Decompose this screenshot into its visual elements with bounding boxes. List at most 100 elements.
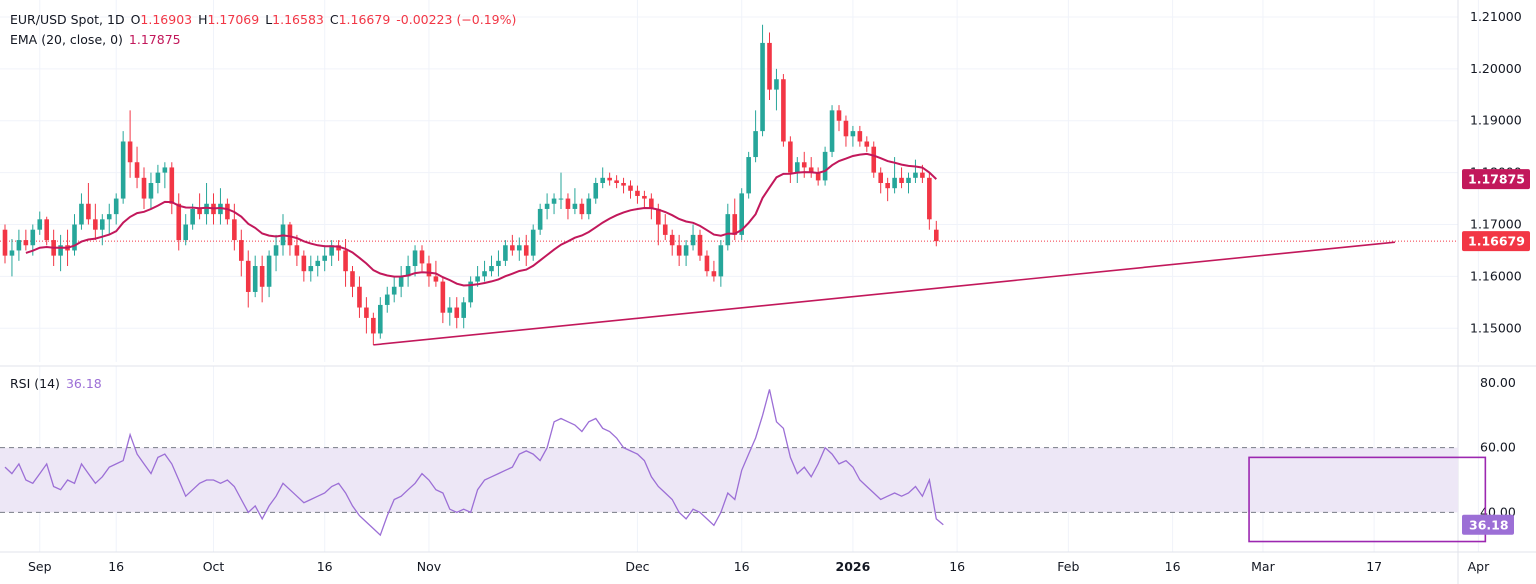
open-label: O <box>130 12 141 27</box>
candle <box>572 188 578 215</box>
candle <box>565 193 571 220</box>
candle <box>16 229 22 261</box>
candle-body <box>106 214 112 220</box>
ema-label: EMA (20, close, 0) <box>10 32 123 47</box>
candle-body <box>287 224 293 246</box>
candle <box>523 234 529 267</box>
candle <box>739 188 744 241</box>
candle-body <box>690 234 696 246</box>
last-price-badge-text: 1.16679 <box>1468 234 1525 249</box>
candle-body <box>391 286 397 295</box>
candle <box>197 193 202 220</box>
ema-badge-text: 1.17875 <box>1468 172 1525 187</box>
candle-body <box>808 167 814 173</box>
candle-body <box>857 131 863 142</box>
candle <box>899 167 904 189</box>
candle-body <box>93 219 98 230</box>
candle-body <box>433 276 439 282</box>
candle-body <box>169 167 175 204</box>
candle <box>176 193 182 251</box>
rsi-line <box>4 389 944 537</box>
candle-body <box>301 255 307 272</box>
candle <box>447 297 453 326</box>
candle <box>690 224 696 251</box>
low-label: L <box>265 12 273 27</box>
candle <box>586 193 592 220</box>
candle-body <box>37 219 43 230</box>
date-tick-label: Mar <box>1251 559 1275 574</box>
candle-body <box>510 245 515 251</box>
candle <box>141 167 147 209</box>
candle-body <box>614 180 619 183</box>
candle <box>273 234 279 272</box>
symbol-label: EUR/USD Spot, 1D <box>10 12 125 27</box>
candle-body <box>371 317 376 334</box>
candle <box>635 185 640 204</box>
candle <box>614 175 619 189</box>
candle <box>551 193 557 215</box>
candle-body <box>871 146 877 173</box>
high-value: 1.17069 <box>207 12 260 27</box>
candle <box>579 198 585 220</box>
price-tick-label: 1.17000 <box>1470 217 1522 232</box>
candle <box>482 260 487 282</box>
candle-body <box>245 260 251 292</box>
candle-body <box>746 157 751 194</box>
rsi-badge: 36.18 <box>1462 514 1514 535</box>
date-tick-label: Apr <box>1468 559 1490 574</box>
candle-body <box>176 203 182 241</box>
candle <box>843 115 849 147</box>
candle <box>412 245 418 277</box>
candle-body <box>252 266 258 292</box>
rsi-legend: RSI (14) 36.18 <box>10 376 104 391</box>
candle <box>656 203 661 246</box>
candle-body <box>621 183 626 186</box>
candle <box>607 172 612 186</box>
candle-body <box>23 240 29 246</box>
candle-body <box>232 219 237 241</box>
candle <box>642 190 647 209</box>
candle-body <box>503 245 508 261</box>
candle-body <box>607 177 612 181</box>
rsi-tick-label: 60.00 <box>1480 440 1516 455</box>
candle <box>815 167 821 186</box>
candle-body <box>239 240 244 261</box>
date-tick-label: 16 <box>734 559 750 574</box>
candle-body <box>718 245 724 277</box>
candle-body <box>30 229 36 246</box>
candle-body <box>44 219 49 241</box>
candle-body <box>225 203 230 220</box>
candle <box>391 276 397 303</box>
candle-body <box>9 250 15 256</box>
candle <box>746 151 751 199</box>
candle-body <box>801 162 807 168</box>
candle <box>510 234 515 256</box>
candle-body <box>384 294 390 305</box>
ema-badge-bg <box>1462 169 1530 190</box>
candle-body <box>398 276 404 287</box>
date-tick-label: Dec <box>625 559 649 574</box>
candle <box>600 167 605 189</box>
candle <box>343 239 348 287</box>
candle <box>822 146 828 186</box>
candle <box>378 297 383 339</box>
candle-body <box>517 245 522 251</box>
candle-body <box>475 276 480 282</box>
candle <box>245 250 251 308</box>
date-tick-label: 16 <box>949 559 965 574</box>
candle-body <box>843 120 849 137</box>
candle-body <box>815 172 821 181</box>
candle-body <box>183 224 188 241</box>
candle <box>795 157 800 183</box>
candle <box>711 260 717 282</box>
candle <box>781 74 786 147</box>
candle <box>927 172 932 230</box>
candle-body <box>551 198 557 204</box>
candle <box>704 250 710 277</box>
candle <box>225 198 230 225</box>
candle <box>252 255 258 298</box>
candle <box>127 110 133 178</box>
candle-body <box>134 162 140 178</box>
ema-badge: 1.17875 <box>1462 169 1530 190</box>
